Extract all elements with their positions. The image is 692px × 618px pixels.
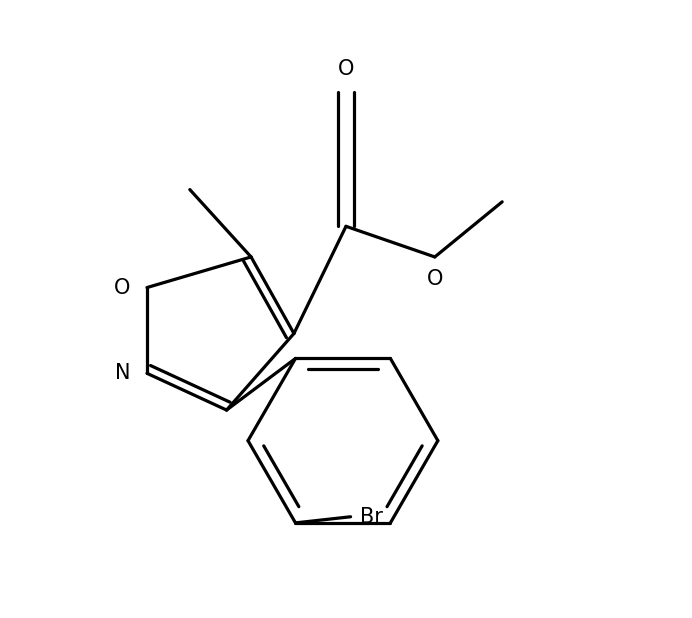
Text: O: O [426, 269, 443, 289]
Text: O: O [114, 277, 130, 297]
Text: N: N [115, 363, 130, 383]
Text: O: O [338, 59, 354, 79]
Text: Br: Br [360, 507, 383, 527]
